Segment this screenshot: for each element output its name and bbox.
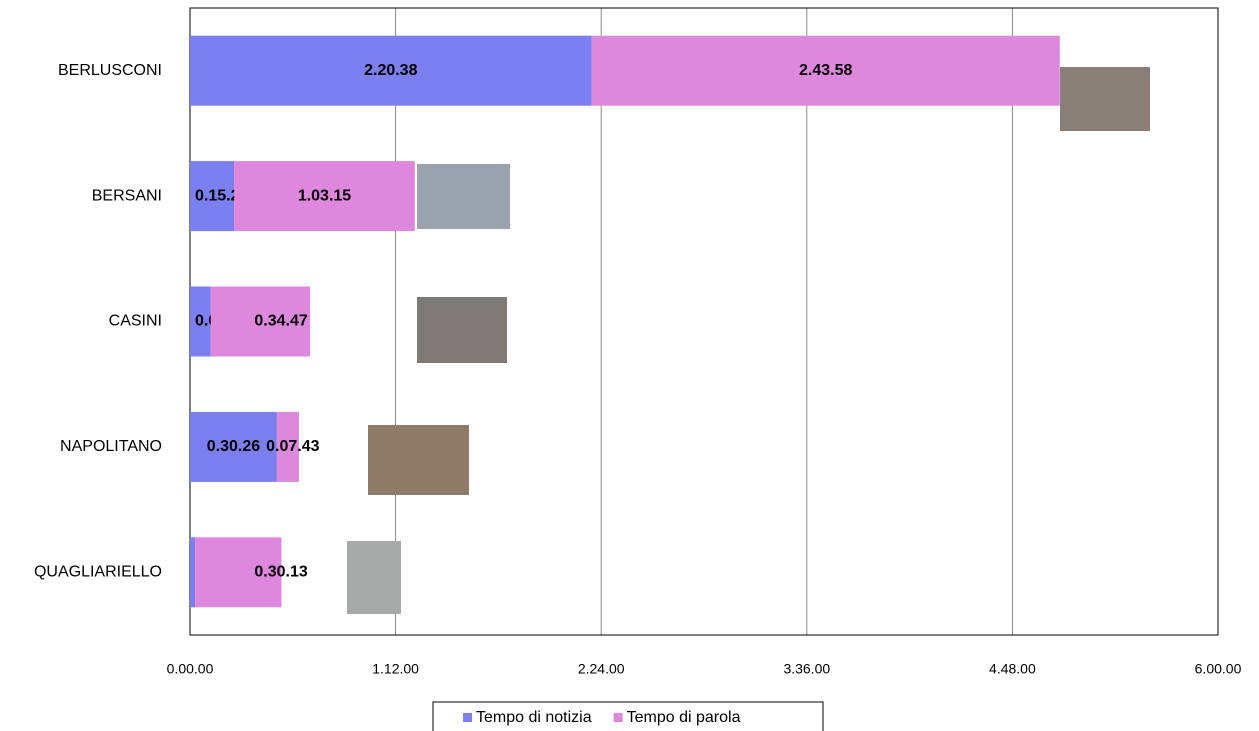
bar-segment (591, 35, 1060, 106)
x-tick-label: 4.48.00 (989, 661, 1036, 677)
photo (368, 425, 469, 495)
legend-label: Tempo di parola (627, 709, 741, 726)
bar-segment (190, 35, 592, 106)
value-label: 0.30.13 (254, 564, 307, 581)
legend-swatch (613, 713, 623, 722)
category-label: NAPOLITANO (60, 438, 162, 455)
legend-frame (432, 701, 824, 731)
photo (1060, 67, 1150, 131)
photos (347, 67, 1150, 614)
value-label: 1.03.15 (298, 187, 351, 204)
category-label: QUAGLIARIELLO (34, 564, 162, 581)
x-tick-label: 2.24.00 (578, 661, 625, 677)
legend-label: Tempo di notizia (476, 709, 592, 726)
bar-segment (195, 537, 282, 608)
x-tick-label: 1.12.00 (372, 661, 419, 677)
x-tick-label: 6.00.00 (1195, 661, 1242, 677)
bar-segment (190, 411, 277, 482)
x-tick-label: 3.36.00 (783, 661, 830, 677)
value-label: 2.20.38 (364, 62, 417, 79)
value-label: 0.30.26 (207, 438, 260, 455)
photo (417, 297, 507, 363)
photo (347, 541, 401, 614)
category-label: BERLUSCONI (58, 62, 162, 79)
legend: Tempo di notizia Tempo di parola (432, 701, 824, 731)
x-tick-label: 0.00.00 (167, 661, 214, 677)
value-label: 0.07.43 (266, 438, 319, 455)
bar-segment (234, 161, 415, 232)
category-label: BERSANI (92, 187, 162, 204)
bar-segment (276, 411, 299, 482)
photo (417, 164, 510, 229)
category-label: CASINI (109, 313, 162, 330)
value-label: 2.43.58 (799, 62, 852, 79)
legend-swatch (463, 713, 472, 722)
bar-segment (210, 286, 311, 357)
bar-segment (190, 537, 196, 608)
value-label: 0.34.47 (254, 313, 307, 330)
bar-segment (190, 286, 211, 357)
bar-segment (190, 161, 235, 232)
